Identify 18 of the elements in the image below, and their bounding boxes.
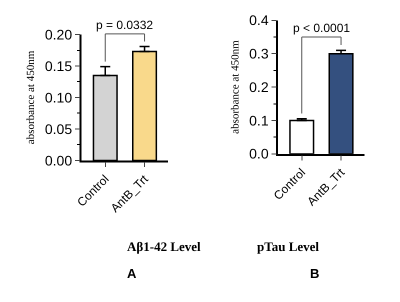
y-tick-label: 0.2 — [249, 78, 269, 95]
x-axis-title: pTau Level — [257, 239, 320, 254]
y-tick-label: 0.05 — [44, 120, 72, 137]
y-tick-label: 0.20 — [44, 26, 72, 42]
y-axis-title: absorbance at 450nm — [229, 40, 242, 134]
y-axis-title: absorbance at 450nm — [25, 50, 38, 144]
y-tick-label: 0.15 — [44, 58, 72, 74]
text: p = 0.0332 — [96, 18, 154, 32]
text: B — [310, 266, 320, 281]
text: A — [127, 266, 137, 281]
y-tick-label: 0.0 — [249, 146, 269, 162]
x-axis-title: Aβ1-42 Level — [127, 239, 202, 254]
y-tick-label: 0.1 — [249, 112, 269, 128]
y-tick-label: 0.00 — [44, 152, 72, 168]
y-tick-label: 0.3 — [249, 46, 269, 62]
y-tick-label: 0.10 — [44, 89, 72, 106]
annotation: p < 0.0001 — [293, 21, 350, 35]
y-tick-label: 0.4 — [249, 12, 269, 28]
